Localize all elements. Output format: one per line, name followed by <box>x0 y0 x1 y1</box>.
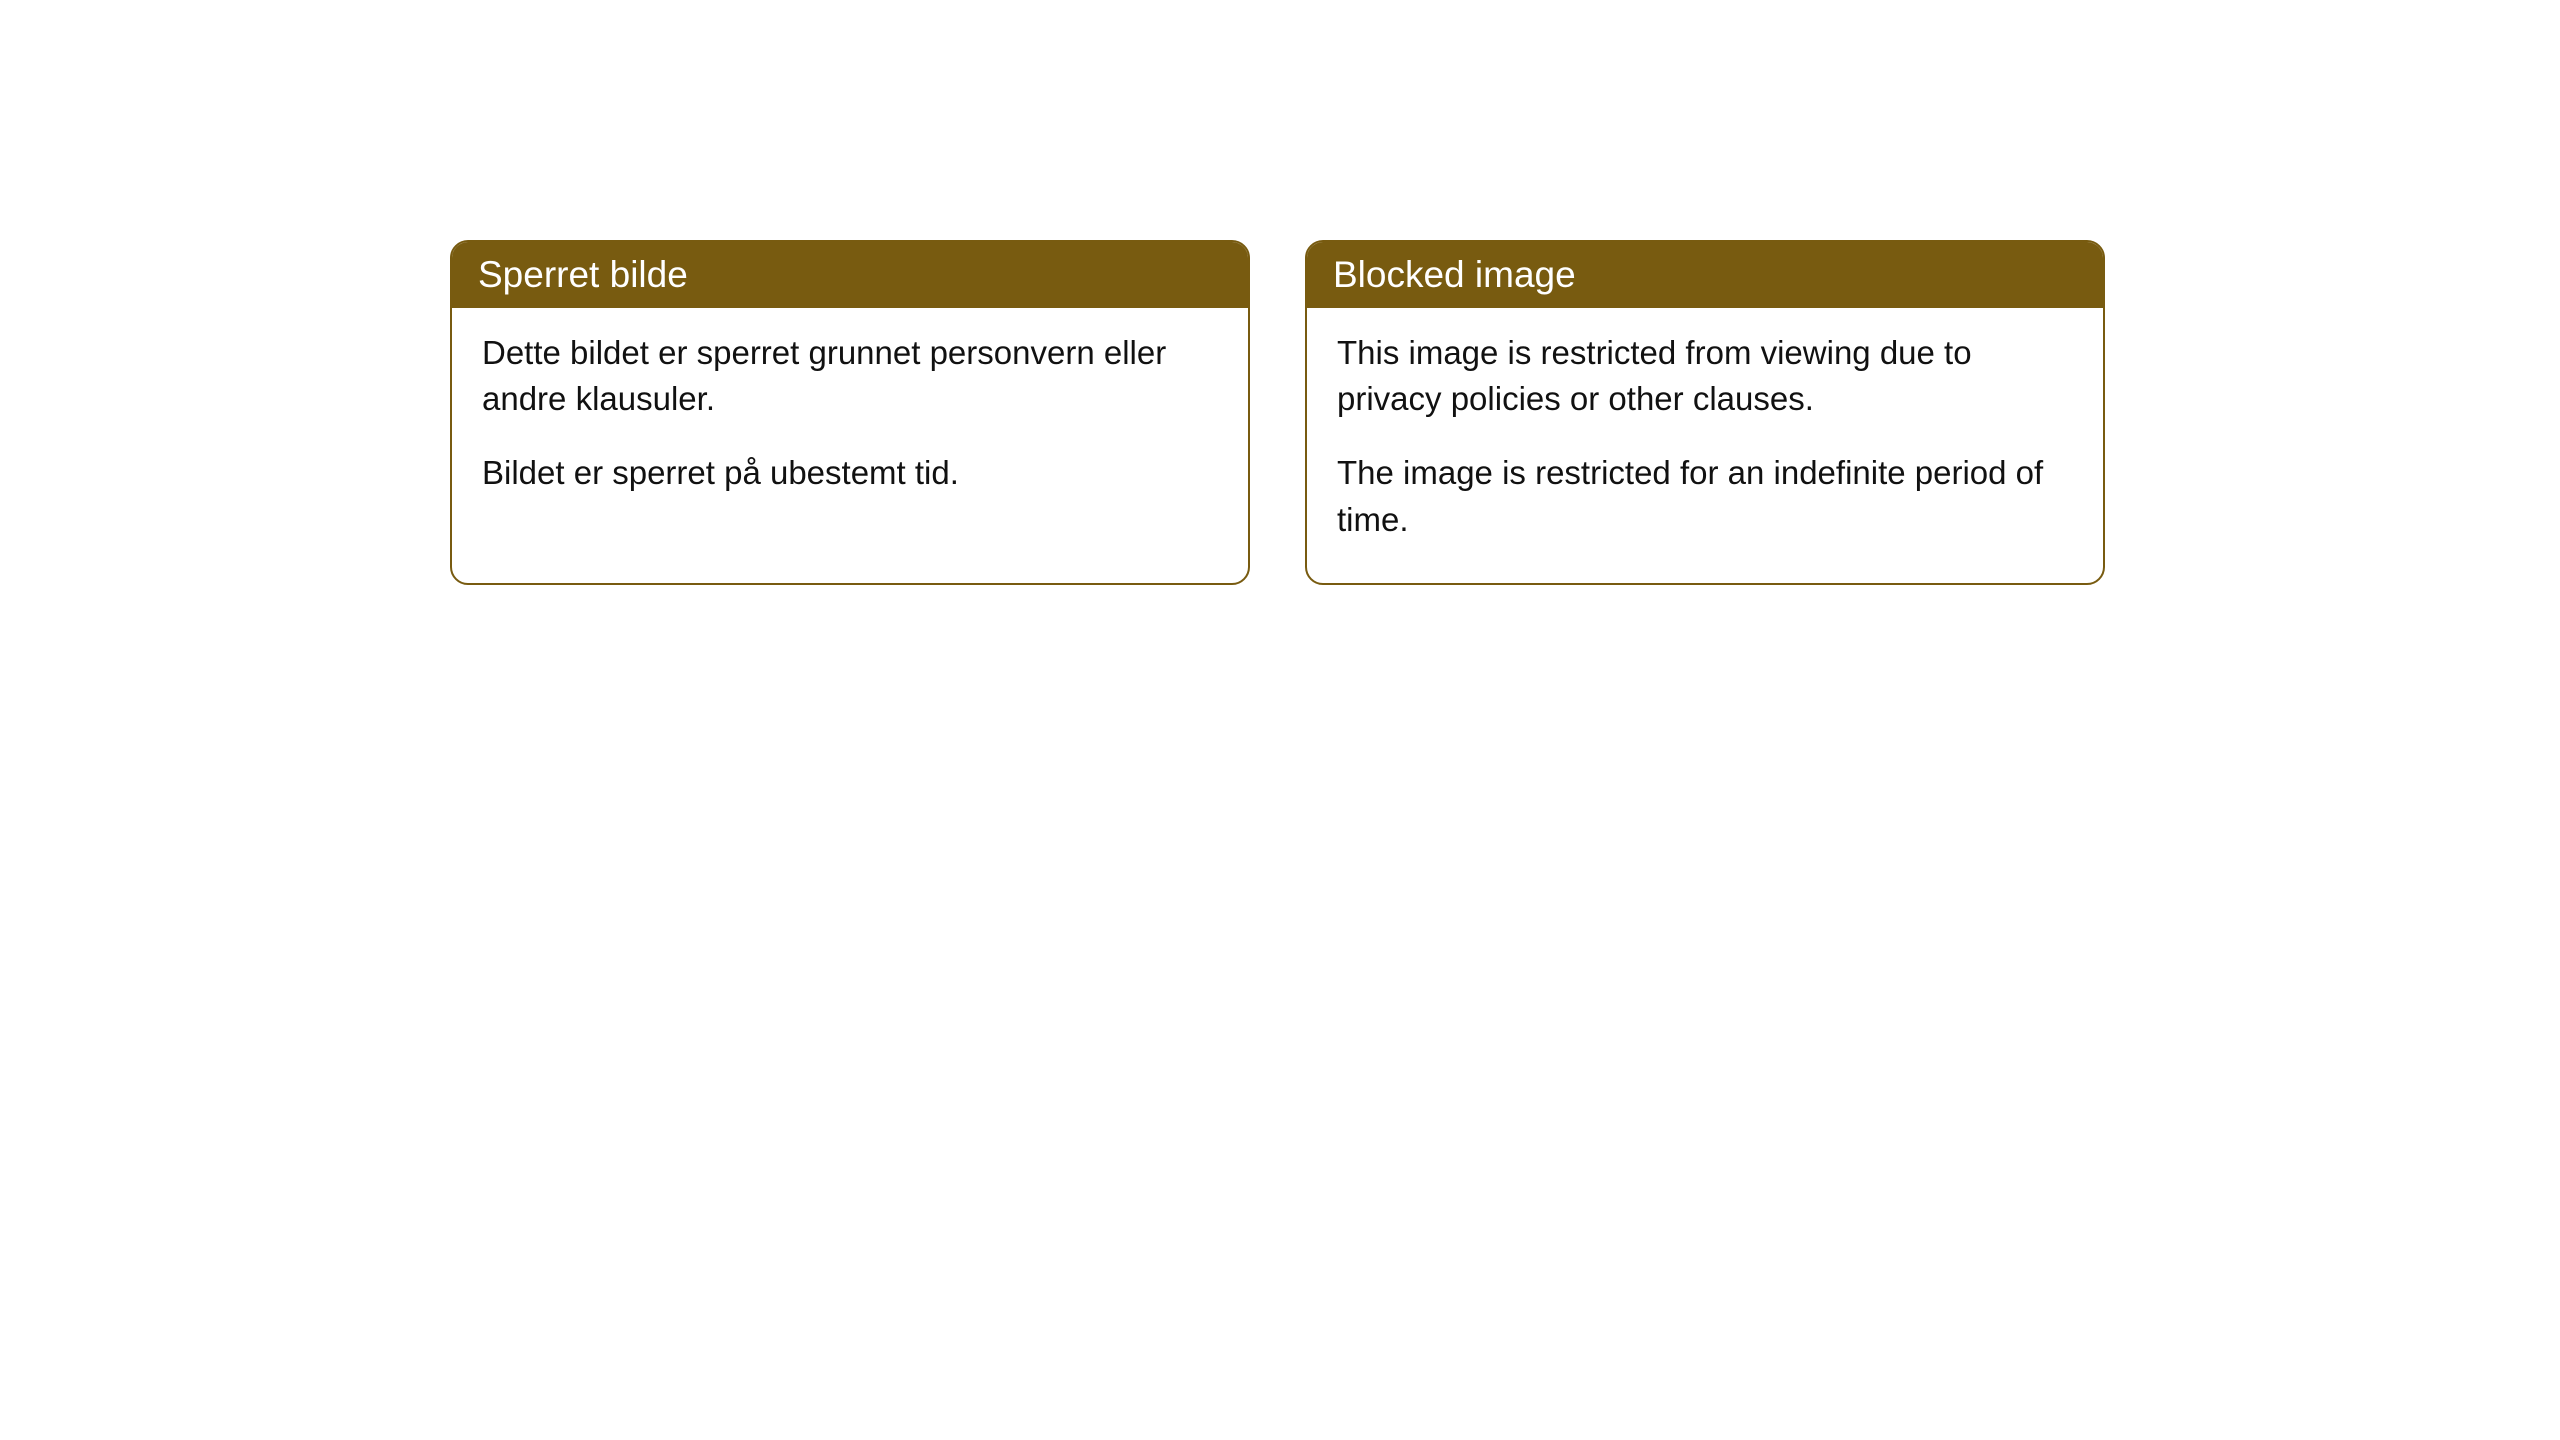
blocked-image-card-en: Blocked image This image is restricted f… <box>1305 240 2105 585</box>
card-title-en: Blocked image <box>1333 254 1576 295</box>
card-paragraph-en-2: The image is restricted for an indefinit… <box>1337 450 2073 542</box>
card-body-no: Dette bildet er sperret grunnet personve… <box>452 308 1248 537</box>
card-header-en: Blocked image <box>1307 242 2103 308</box>
card-paragraph-no-1: Dette bildet er sperret grunnet personve… <box>482 330 1218 422</box>
blocked-image-card-no: Sperret bilde Dette bildet er sperret gr… <box>450 240 1250 585</box>
card-paragraph-en-1: This image is restricted from viewing du… <box>1337 330 2073 422</box>
card-title-no: Sperret bilde <box>478 254 688 295</box>
cards-container: Sperret bilde Dette bildet er sperret gr… <box>450 240 2560 585</box>
card-body-en: This image is restricted from viewing du… <box>1307 308 2103 583</box>
card-paragraph-no-2: Bildet er sperret på ubestemt tid. <box>482 450 1218 496</box>
card-header-no: Sperret bilde <box>452 242 1248 308</box>
